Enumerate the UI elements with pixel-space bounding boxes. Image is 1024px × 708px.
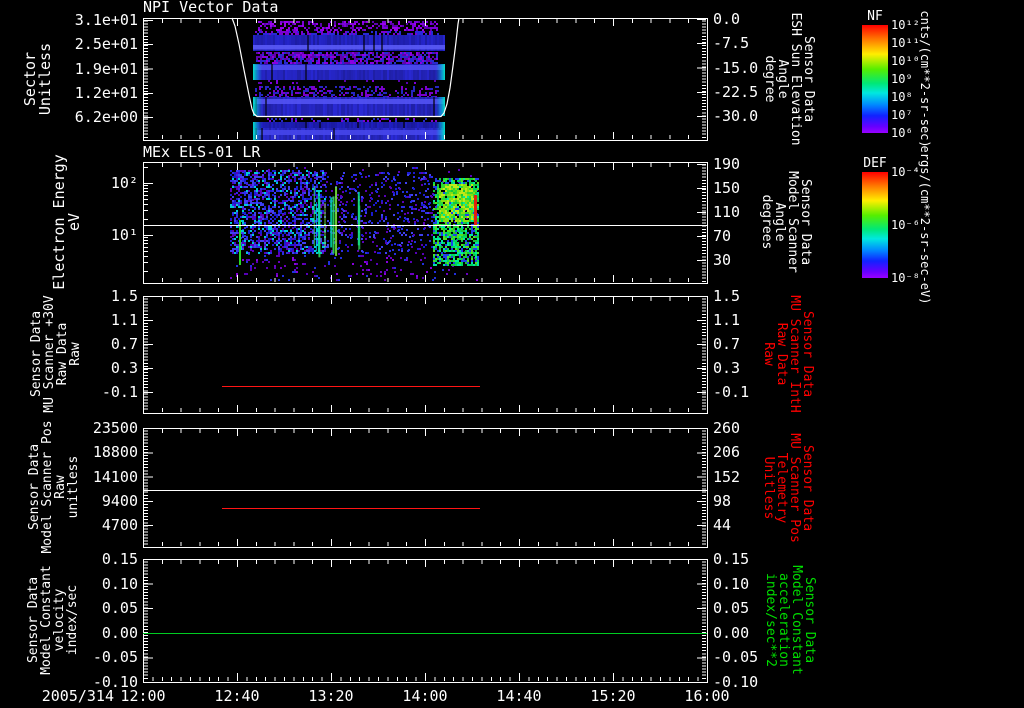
y-tick-label-left: 0.3 <box>110 359 138 377</box>
x-tick-label: 15:20 <box>590 687 636 705</box>
y-tick-label-right: 0.00 <box>713 623 750 642</box>
y-tick-label-right: 152 <box>713 467 741 486</box>
panel1-title: NPI Vector Data <box>143 0 279 16</box>
x-tick-label: 14:00 <box>402 687 448 705</box>
panel1-left-axis-label: Sector Unitless <box>21 42 54 116</box>
x-tick-label: 12:40 <box>214 687 260 705</box>
y-tick-label-right: 98 <box>713 491 732 510</box>
y-tick-label-left: 0.10 <box>101 574 138 593</box>
y-tick-label-right: 110 <box>713 203 741 221</box>
npi-spectrogram-canvas <box>143 18 707 140</box>
def-colorbar-unit-label: ergs/(cm**2-sr-sec-eV) <box>918 145 932 305</box>
y-tick-label-left: 4700 <box>101 516 138 534</box>
y-tick-label-left: 14100 <box>92 467 138 486</box>
x-tick-label: 12:00 <box>120 687 166 705</box>
y-tick-label-left: 1.1 <box>110 311 138 329</box>
def-colorbar <box>862 172 888 278</box>
y-tick-label-right: -15.0 <box>713 58 759 77</box>
y-tick-label-right: -30.0 <box>713 107 759 125</box>
y-tick-label-right: 30 <box>713 251 732 269</box>
nf-colorbar <box>862 25 888 133</box>
y-tick-label-left: 0.7 <box>110 335 138 353</box>
y-tick-label-left: 0.00 <box>101 623 138 642</box>
y-tick-label-left: -0.05 <box>92 648 138 667</box>
y-tick-label-left: 9400 <box>101 491 138 510</box>
y-tick-label-right: 190 <box>713 155 741 173</box>
colorbar-tick-label: 10¹⁰ <box>891 54 920 68</box>
y-tick-label-left: 0.15 <box>101 550 138 568</box>
x-tick-label: 14:40 <box>496 687 542 705</box>
y-tick-label-left: 1.9e+01 <box>74 59 138 78</box>
nf-colorbar-title: NF <box>867 9 883 24</box>
y-tick-label-right: 0.0 <box>713 10 741 28</box>
colorbar-tick-label: 10⁻⁸ <box>891 271 920 285</box>
y-tick-label-right: -0.05 <box>713 648 759 667</box>
x-tick-label: 13:20 <box>308 687 354 705</box>
colorbar-tick-label: 10⁹ <box>891 72 913 86</box>
y-tick-label-right: 1.1 <box>713 311 741 329</box>
els-spectrogram-canvas <box>143 162 707 283</box>
y-tick-label-right: 260 <box>713 419 741 437</box>
panel3-right-axis-label: Sensor Data MU Scanner IntH Raw Data Raw <box>761 295 815 413</box>
y-tick-label-right: 0.3 <box>713 359 741 377</box>
y-tick-label-left: -0.1 <box>101 383 138 401</box>
colorbar-tick-label: 10⁻⁴ <box>891 165 920 179</box>
panel2-title: MEx ELS-01 LR <box>143 143 261 161</box>
x-axis-date-label: 2005/314 <box>41 687 114 705</box>
y-tick-label-left: 3.1e+01 <box>74 11 138 29</box>
y-tick-label-right: 0.7 <box>713 335 741 353</box>
panel1-right-axis-label: Sensor Data ESH Sun Elevation Angle degr… <box>762 12 816 146</box>
y-tick-label-left: 1.2e+01 <box>74 83 138 102</box>
y-tick-label-left: 18800 <box>92 443 138 462</box>
colorbar-tick-label: 10⁶ <box>891 126 913 140</box>
colorbar-tick-label: 10¹² <box>891 18 920 32</box>
y-tick-label-right: -22.5 <box>713 82 759 101</box>
y-tick-label-left: -0.10 <box>92 673 138 691</box>
y-tick-label-right: 150 <box>713 179 741 197</box>
y-tick-label-right: -0.10 <box>713 673 759 691</box>
y-tick-label-left: 10² <box>110 174 138 192</box>
panel4-right-axis-label: Sensor Data MU Scanner Pos Telemetry Uni… <box>761 433 815 543</box>
def-colorbar-title: DEF <box>863 156 887 171</box>
y-tick-label-right: 0.10 <box>713 574 750 593</box>
colorbar-tick-label: 10⁻⁶ <box>891 218 920 232</box>
colorbar-tick-label: 10⁸ <box>891 90 913 104</box>
panel2-right-axis-label: Sensor Data Model Scanner Angle degrees <box>759 171 813 273</box>
y-tick-label-right: 206 <box>713 443 741 462</box>
y-tick-label-right: 0.15 <box>713 550 750 568</box>
y-tick-label-right: -0.1 <box>713 383 750 401</box>
y-tick-label-right: 1.5 <box>713 287 741 305</box>
y-tick-label-left: 10¹ <box>110 226 138 244</box>
y-tick-label-left: 0.05 <box>101 599 138 618</box>
colorbar-tick-label: 10¹¹ <box>891 36 920 50</box>
panel5-right-axis-label: Sensor Data Model Constant acceleration … <box>763 565 817 675</box>
x-tick-label: 16:00 <box>684 687 730 705</box>
y-tick-label-right: -7.5 <box>713 34 750 53</box>
y-tick-label-left: 6.2e+00 <box>74 108 138 126</box>
nf-colorbar-unit-label: cnts/(cm**2-sr-sec) <box>918 10 932 148</box>
panel4-left-axis-label: Sensor Data Model Scanner Pos Raw unitle… <box>27 420 81 554</box>
y-tick-label-right: 0.05 <box>713 599 750 618</box>
colorbar-tick-label: 10⁷ <box>891 108 913 122</box>
y-tick-label-right: 44 <box>713 516 732 534</box>
y-tick-label-left: 23500 <box>92 419 138 437</box>
y-tick-label-left: 2.5e+01 <box>74 35 138 54</box>
y-tick-label-left: 1.5 <box>110 287 138 305</box>
y-tick-label-right: 70 <box>713 227 732 245</box>
